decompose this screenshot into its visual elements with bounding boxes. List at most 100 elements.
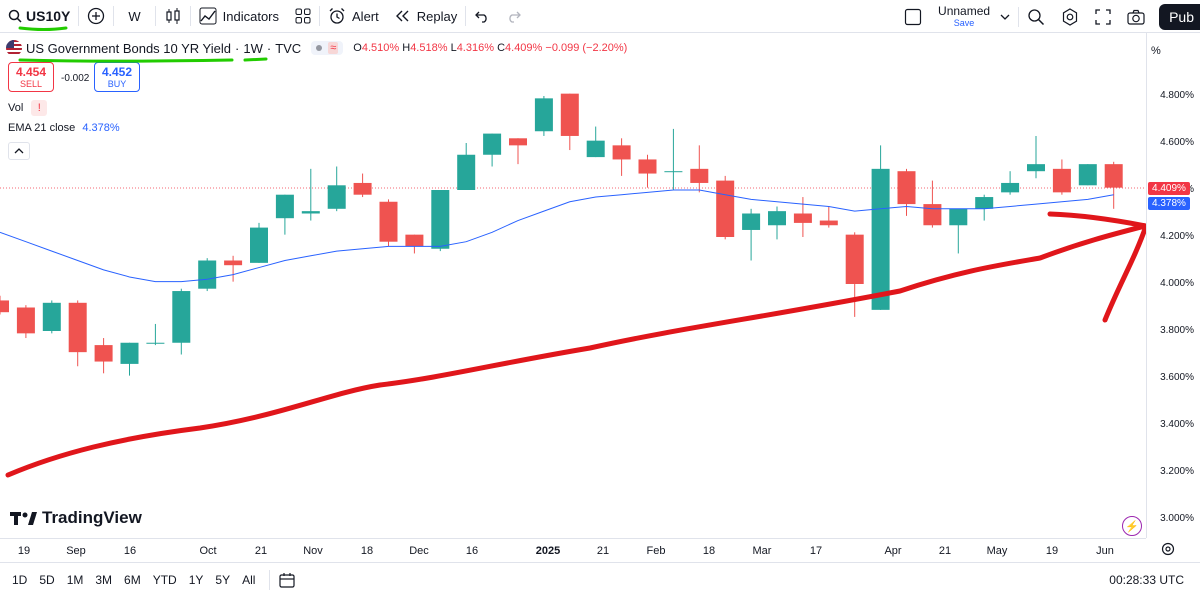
axis-settings-icon[interactable]: [1160, 541, 1176, 557]
high-key: H: [402, 42, 411, 54]
redo-icon: [509, 11, 522, 23]
candle-up: [172, 291, 191, 343]
layout-name: Unnamed Save: [938, 5, 990, 29]
close-value: 4.409%: [505, 42, 543, 54]
publish-button[interactable]: Pub: [1159, 3, 1200, 30]
range-button-1d[interactable]: 1D: [12, 573, 28, 587]
tradingview-logo: TradingView: [10, 508, 142, 528]
candle-down: [897, 171, 916, 205]
time-axis-label: 16: [465, 545, 479, 557]
time-axis-label: 21: [938, 545, 952, 557]
interval-button[interactable]: W: [114, 0, 154, 33]
chevron-up-icon: [14, 148, 24, 154]
warning-icon[interactable]: !: [31, 100, 48, 116]
candle-down: [68, 302, 87, 353]
range-button-3m[interactable]: 3M: [95, 573, 113, 587]
time-axis-label: May: [986, 545, 1008, 557]
quick-search-button[interactable]: [1019, 0, 1053, 33]
divider: [189, 6, 191, 26]
compare-button[interactable]: [79, 0, 113, 33]
annotation-underline-title: [18, 58, 234, 63]
spread-value: -0.002: [61, 73, 90, 84]
indicators-button[interactable]: Indicators: [191, 0, 287, 33]
snapshot-button[interactable]: [1119, 0, 1153, 33]
volume-indicator[interactable]: Vol !: [8, 100, 48, 116]
indicators-label: Indicators: [222, 8, 280, 24]
collapse-legend-button[interactable]: [8, 142, 30, 160]
legend-separator: ·: [266, 40, 272, 56]
candle-down: [1052, 168, 1071, 193]
price-axis-label: 3.600%: [1160, 372, 1194, 383]
undo-icon: [475, 11, 487, 23]
layout-square-icon: [904, 8, 922, 25]
settlement-badge[interactable]: ≈: [311, 41, 344, 55]
symbol-search-button[interactable]: US10Y: [0, 0, 78, 33]
chart-legend: US Government Bonds 10 YR Yield · 1W · T…: [6, 40, 627, 56]
price-axis-label: 3.200%: [1160, 466, 1194, 477]
sell-button[interactable]: 4.454 SELL: [8, 62, 54, 92]
time-axis[interactable]: 19 Sep 16 Oct 21 Nov 18 Dec 16 2025 21 Feb 18 Mar 17 Ap…: [0, 538, 1146, 563]
ema-line: [0, 189, 1114, 283]
symbol-label: US10Y: [26, 8, 71, 24]
time-axis-label: 16: [123, 545, 137, 557]
volume-label: Vol: [8, 102, 24, 114]
gear-icon: [1062, 7, 1078, 26]
candle-down: [224, 260, 243, 266]
range-button-1y[interactable]: 1Y: [188, 573, 204, 587]
price-axis[interactable]: [1146, 33, 1200, 538]
time-axis-label: 18: [360, 545, 374, 557]
candle-down: [1104, 164, 1123, 188]
candle-down: [353, 182, 372, 195]
range-button-all[interactable]: All: [242, 573, 256, 587]
price-axis-label: 4.000%: [1160, 278, 1194, 289]
candle-up: [586, 140, 605, 158]
range-button-ytd[interactable]: YTD: [152, 573, 177, 587]
range-button-5y[interactable]: 5Y: [215, 573, 231, 587]
status-dot-icon: [316, 45, 323, 52]
calendar-range-icon[interactable]: [278, 571, 296, 589]
lightning-icon[interactable]: ⚡: [1122, 516, 1142, 536]
divider: [269, 570, 271, 590]
quick-search-icon: [1028, 8, 1045, 25]
symbol-title[interactable]: US Government Bonds 10 YR Yield: [26, 40, 231, 56]
percent-unit-label: %: [1151, 45, 1161, 57]
layout-select-button[interactable]: [896, 0, 930, 33]
range-button-5d[interactable]: 5D: [39, 573, 55, 587]
layout-name-button[interactable]: Unnamed Save: [930, 0, 1018, 33]
price-axis-label: 3.000%: [1160, 513, 1194, 524]
time-axis-label: 21: [254, 545, 268, 557]
chevron-down-icon: [1000, 14, 1010, 20]
candle-up: [327, 185, 346, 209]
range-button-6m[interactable]: 6M: [124, 573, 141, 587]
undo-button[interactable]: [466, 0, 498, 33]
alarm-clock-icon: [329, 8, 345, 24]
fullscreen-button[interactable]: [1087, 0, 1119, 33]
settings-button[interactable]: [1053, 0, 1087, 33]
ema-indicator[interactable]: EMA 21 close 4.378%: [8, 122, 120, 134]
alert-button[interactable]: Alert: [320, 0, 387, 33]
divider: [154, 6, 156, 26]
right-toolbar: Unnamed Save Pub: [896, 0, 1200, 33]
candle-up: [742, 213, 761, 230]
candle-up: [1078, 164, 1097, 186]
time-axis-label: Jun: [1096, 545, 1114, 557]
price-chart[interactable]: [0, 33, 1146, 538]
buy-price: 4.452: [101, 65, 133, 79]
time-axis-label: Dec: [409, 545, 429, 557]
time-axis-label: Sep: [66, 545, 86, 557]
tv-logo-icon: [10, 512, 37, 525]
camera-icon: [1127, 9, 1145, 25]
annotation-trend-line: [5, 223, 1146, 478]
candle-up: [198, 260, 217, 289]
templates-button[interactable]: [287, 0, 319, 33]
utc-clock[interactable]: 00:28:33 UTC: [1109, 573, 1184, 587]
replay-button[interactable]: Replay: [387, 0, 465, 33]
candle-up: [871, 168, 890, 310]
range-button-1m[interactable]: 1M: [66, 573, 84, 587]
price-axis-label: 3.400%: [1160, 419, 1194, 430]
sell-label: SELL: [19, 79, 43, 89]
divider: [1018, 6, 1020, 27]
chart-type-button[interactable]: [156, 0, 190, 33]
redo-button[interactable]: [498, 0, 530, 33]
us-flag-icon: [6, 40, 22, 56]
